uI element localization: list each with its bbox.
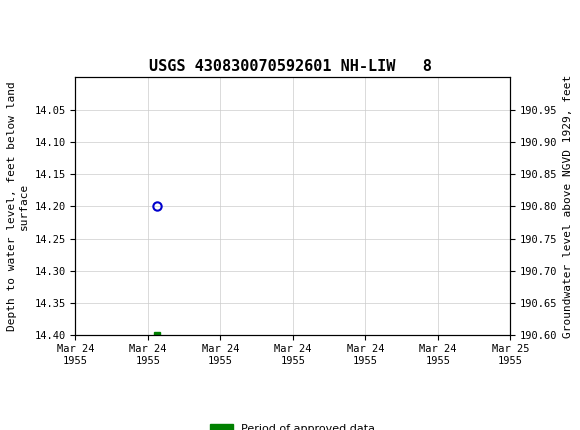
Y-axis label: Groundwater level above NGVD 1929, feet: Groundwater level above NGVD 1929, feet bbox=[563, 75, 573, 338]
Y-axis label: Depth to water level, feet below land
surface: Depth to water level, feet below land su… bbox=[8, 82, 29, 331]
Legend: Period of approved data: Period of approved data bbox=[206, 419, 380, 430]
Text: ▒USGS: ▒USGS bbox=[17, 16, 92, 36]
Text: USGS 430830070592601 NH-LIW   8: USGS 430830070592601 NH-LIW 8 bbox=[148, 59, 432, 74]
